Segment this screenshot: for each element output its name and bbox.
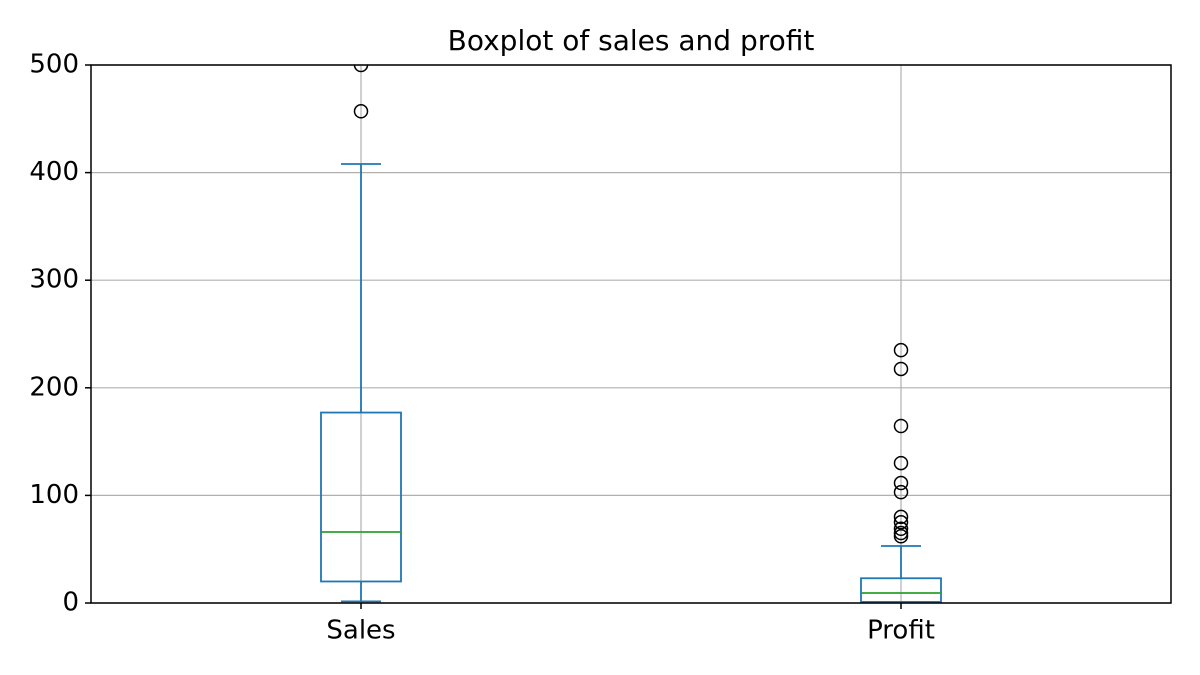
chart-title: Boxplot of sales and profit (448, 24, 815, 57)
y-tick-label: 300 (29, 265, 79, 295)
y-tick-label: 500 (29, 50, 79, 80)
flier (353, 65, 369, 73)
flier (893, 475, 909, 491)
grid (91, 64, 1171, 604)
flier (893, 521, 909, 537)
flier (893, 342, 909, 358)
flier (893, 515, 909, 530)
flier (893, 509, 909, 525)
x-tick-label: Profit (867, 616, 935, 646)
flier (893, 418, 909, 434)
flier (353, 104, 369, 119)
flier (893, 529, 909, 544)
box (860, 577, 942, 603)
y-tick-label: 400 (29, 157, 79, 187)
flier (893, 484, 909, 500)
flier (893, 525, 909, 541)
flier (893, 361, 909, 377)
plot-area (320, 65, 942, 603)
y-tick-label: 100 (29, 480, 79, 510)
y-tick-label: 0 (62, 588, 79, 618)
x-tick-label: Sales (326, 616, 395, 646)
axes-frame (90, 64, 1172, 604)
flier (893, 455, 909, 471)
y-tick-label: 200 (29, 372, 79, 402)
box (320, 411, 402, 583)
